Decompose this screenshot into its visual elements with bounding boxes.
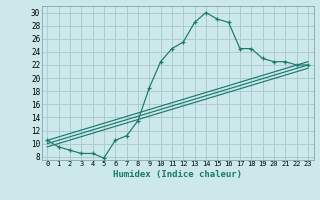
X-axis label: Humidex (Indice chaleur): Humidex (Indice chaleur) <box>113 170 242 179</box>
